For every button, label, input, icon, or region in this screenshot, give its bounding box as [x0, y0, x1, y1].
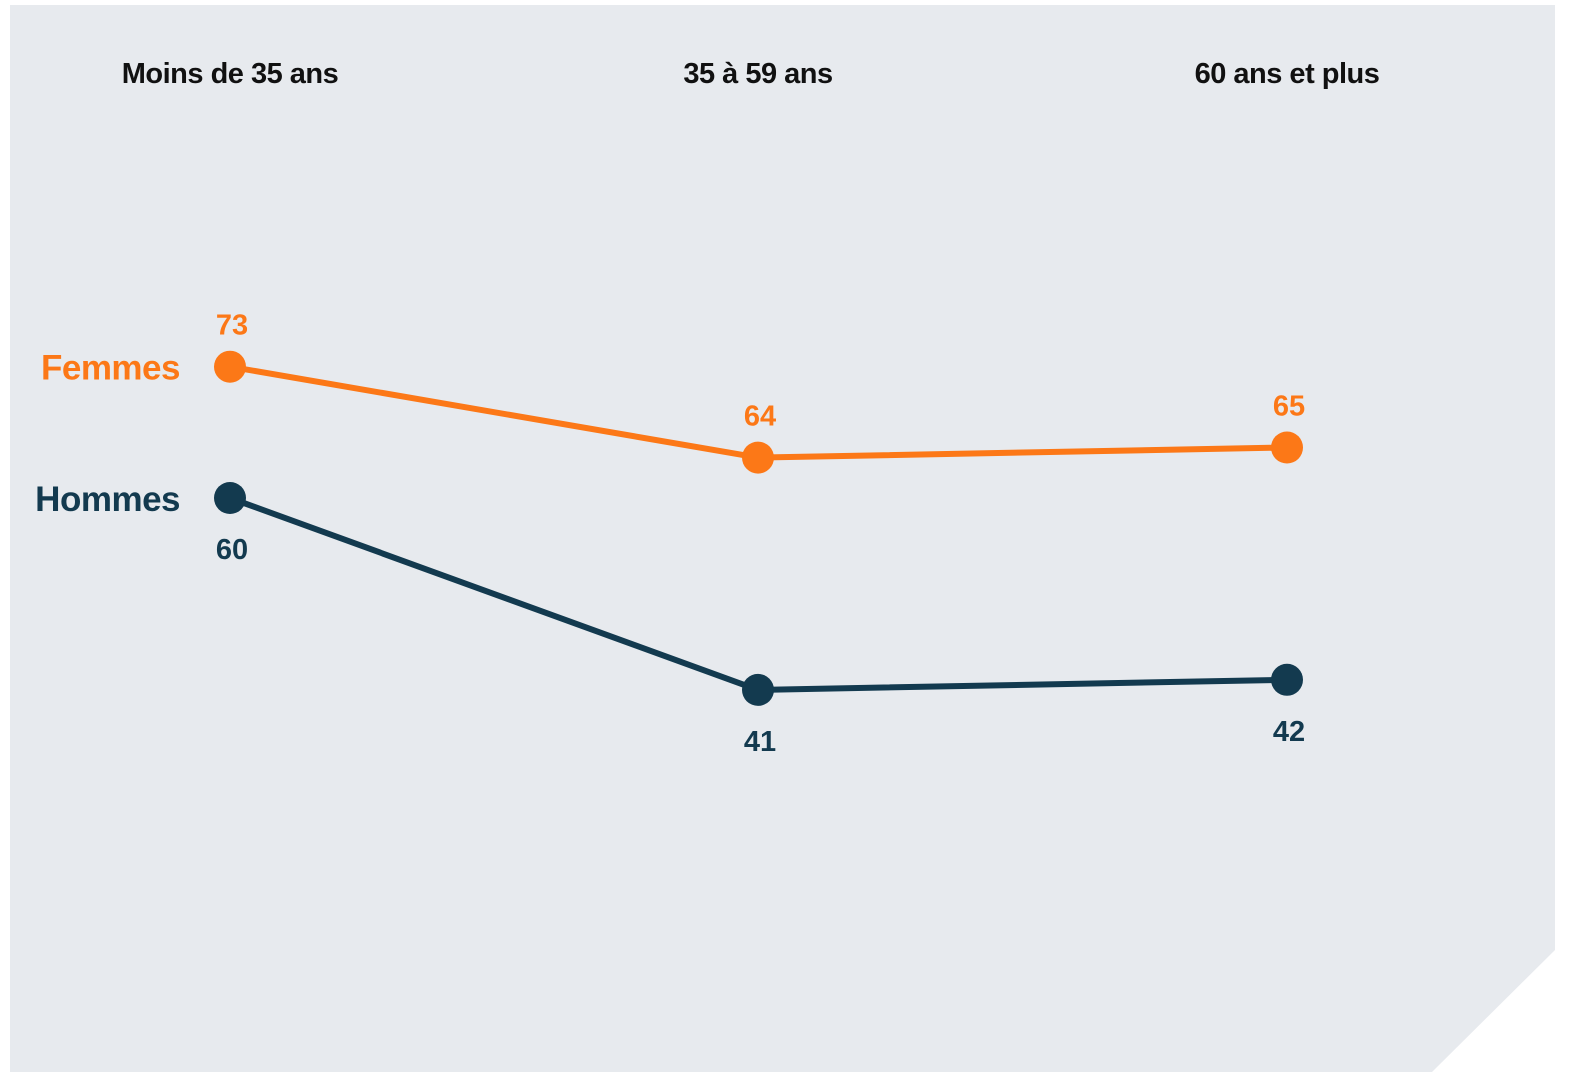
data-label-femmes-1: 73 — [216, 310, 248, 342]
series-femmes: 73 64 65 Femmes — [41, 310, 1305, 474]
data-point-femmes-1 — [214, 350, 246, 383]
series-layer: 73 64 65 Femmes 60 41 42 Hommes — [35, 310, 1305, 758]
data-point-hommes-3 — [1271, 663, 1303, 696]
category-label-moins-de-35-ans: Moins de 35 ans — [122, 58, 339, 90]
data-point-femmes-2 — [742, 441, 774, 474]
data-label-hommes-3: 42 — [1273, 716, 1305, 748]
data-point-hommes-1 — [214, 482, 246, 514]
data-label-hommes-2: 41 — [744, 726, 776, 758]
data-point-hommes-2 — [742, 673, 774, 706]
data-label-femmes-2: 64 — [744, 401, 776, 433]
category-label-60-ans-et-plus: 60 ans et plus — [1195, 58, 1380, 90]
data-point-femmes-3 — [1271, 431, 1303, 464]
category-label-35-a-59-ans: 35 à 59 ans — [683, 58, 832, 90]
category-labels: Moins de 35 ans 35 à 59 ans 60 ans et plus — [122, 58, 1380, 90]
series-label-femmes: Femmes — [41, 349, 180, 388]
data-label-femmes-3: 65 — [1273, 391, 1305, 423]
series-hommes: 60 41 42 Hommes — [35, 480, 1305, 758]
data-label-hommes-1: 60 — [216, 534, 248, 566]
series-label-hommes: Hommes — [35, 480, 180, 519]
chart-background-panel — [10, 5, 1555, 1072]
